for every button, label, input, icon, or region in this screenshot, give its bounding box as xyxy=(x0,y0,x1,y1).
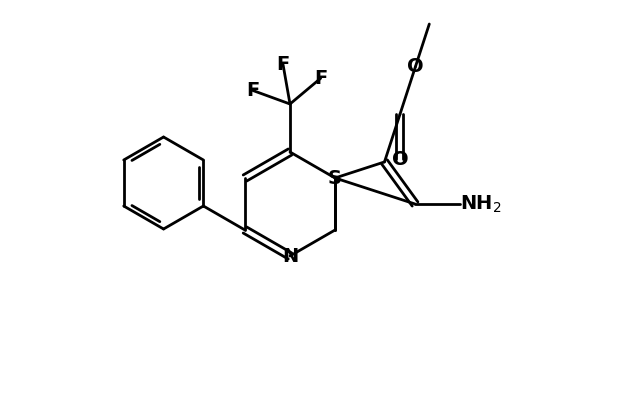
Text: O: O xyxy=(392,150,408,169)
Text: N: N xyxy=(282,247,298,266)
Text: F: F xyxy=(276,55,290,74)
Text: F: F xyxy=(246,81,259,100)
Text: S: S xyxy=(328,169,342,188)
Text: NH$_2$: NH$_2$ xyxy=(460,193,502,215)
Text: O: O xyxy=(407,57,424,76)
Text: F: F xyxy=(314,69,327,88)
